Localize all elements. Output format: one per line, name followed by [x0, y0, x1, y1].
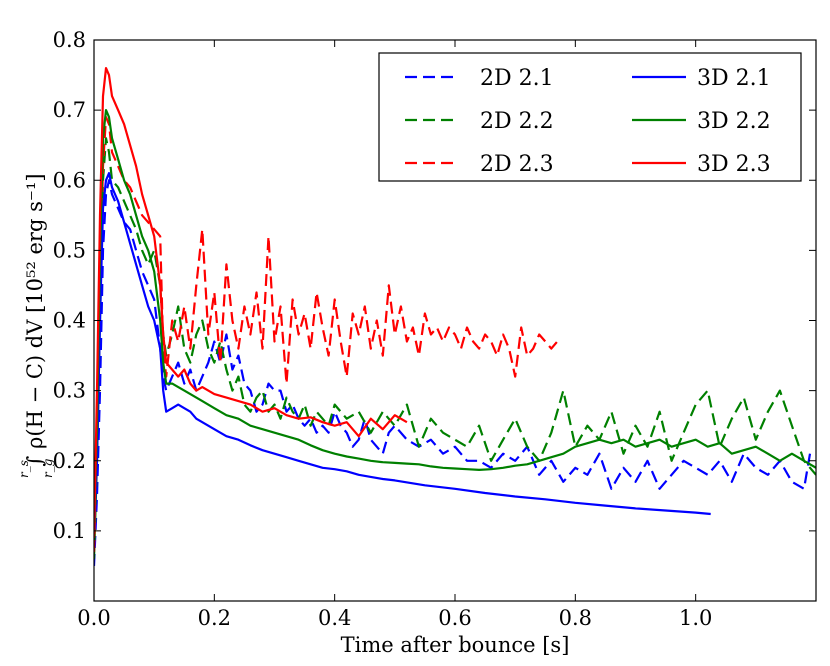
legend-label: 2D 2.1 — [480, 66, 554, 91]
x-axis-label: Time after bounce [s] — [341, 633, 570, 657]
legend: 2D 2.1 2D 2.2 2D 2.3 3D 2.1 3D 2.2 3D 2.3 — [378, 52, 802, 182]
y-tick-label: 0.1 — [53, 519, 86, 543]
series-line-3D-2-3 — [94, 67, 408, 538]
ticks-layer: 0.0 0.2 0.4 0.6 0.8 1.0 0.1 0.2 0.3 0.4 0.5 0.6 0.7 0… — [53, 28, 816, 630]
y-tick-label: 0.2 — [53, 449, 86, 473]
series-line-3D-2-2 — [94, 109, 816, 531]
legend-label: 2D 2.3 — [480, 152, 554, 177]
y-tick-label: 0.6 — [53, 168, 86, 192]
legend-frame — [378, 52, 802, 182]
x-tick-label: 0.0 — [77, 606, 110, 630]
legend-label: 2D 2.2 — [480, 109, 554, 134]
y-tick-label: 0.8 — [53, 28, 86, 52]
y-tick-label: 0.7 — [53, 98, 86, 122]
legend-label: 3D 2.1 — [697, 66, 771, 91]
series-line-2D-2-2 — [94, 137, 816, 559]
y-tick-label: 0.4 — [53, 309, 86, 333]
x-tick-label: 0.2 — [198, 606, 231, 630]
y-axis-label-text: ∫ ρ(H − C) dV [10⁵² erg s⁻¹] — [23, 173, 47, 466]
x-tick-label: 0.8 — [559, 606, 592, 630]
x-tick-label: 0.6 — [438, 606, 471, 630]
y-axis-label: ∫ ρ(H − C) dV [10⁵² erg s⁻¹] — [23, 173, 47, 466]
y-tick-label: 0.5 — [53, 238, 86, 262]
legend-label: 3D 2.2 — [697, 109, 771, 134]
legend-label: 3D 2.3 — [697, 152, 771, 177]
y-axis-label-group: ∫ ρ(H − C) dV [10⁵² erg s⁻¹] r_s r_g — [17, 173, 55, 478]
series-line-2D-2-3 — [94, 116, 559, 552]
x-tick-label: 0.4 — [318, 606, 351, 630]
series-layer — [94, 67, 816, 566]
y-axis-integral-upper: r_s — [17, 460, 31, 478]
y-axis-integral-lower: r_g — [41, 458, 55, 478]
series-line-3D-2-1 — [94, 172, 711, 531]
x-tick-label: 1.0 — [679, 606, 712, 630]
y-tick-label: 0.3 — [53, 379, 86, 403]
